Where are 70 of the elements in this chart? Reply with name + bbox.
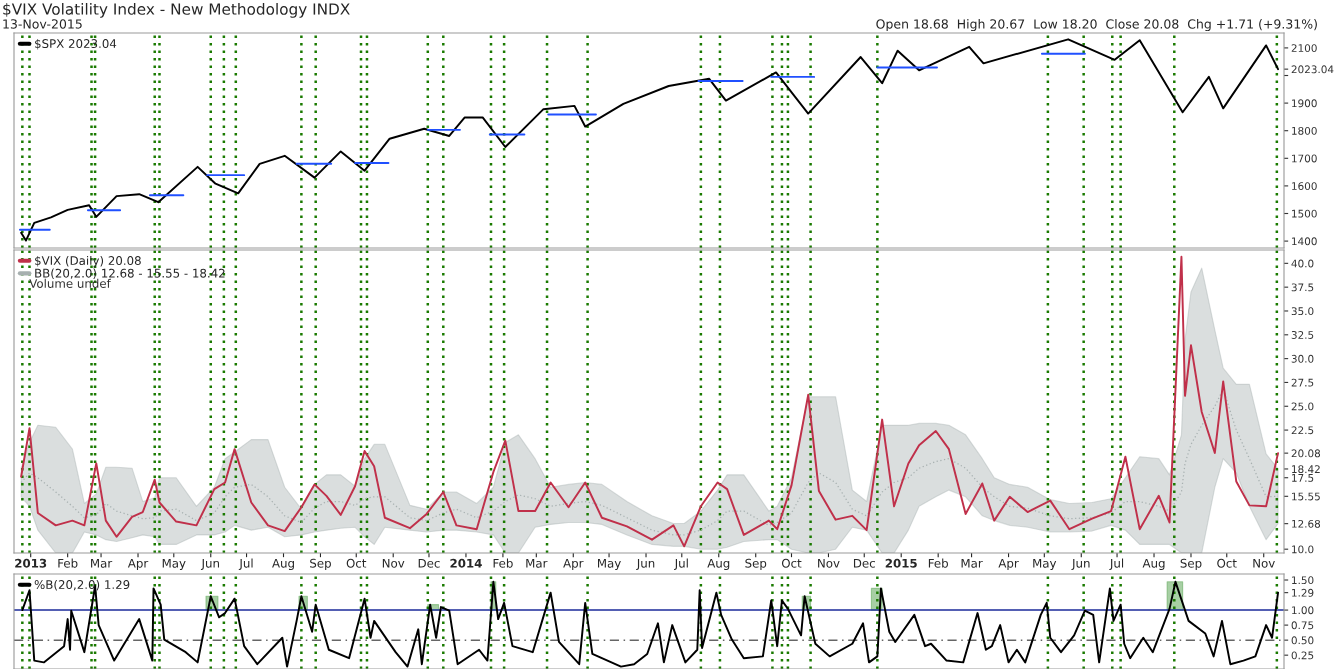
y-tick-label: 35.0 xyxy=(1291,307,1314,316)
y-tick-label: 40.0 xyxy=(1291,259,1314,268)
y-tick-label: 1800 xyxy=(1292,126,1317,135)
y-tick-label: 2023.04 xyxy=(1291,65,1334,74)
x-tick-label: Oct xyxy=(781,558,802,568)
x-tick-label: 2015 xyxy=(885,558,917,568)
y-tick-label: 1.29 xyxy=(1292,588,1314,597)
y-tick-label: 0.25 xyxy=(1291,651,1314,660)
x-tick-label: Feb xyxy=(493,558,513,568)
x-tick-label: May xyxy=(1033,558,1057,570)
x-tick-label: Jun xyxy=(200,558,219,570)
y-tick-label: 18.42 xyxy=(1292,465,1320,474)
y-tick-label: 1400 xyxy=(1292,237,1317,246)
x-tick-label: Oct xyxy=(346,558,367,568)
x-tick-label: Apr xyxy=(563,558,584,570)
y-tick-label: 27.5 xyxy=(1291,378,1314,387)
x-tick-label: Feb xyxy=(928,558,948,568)
y-tick-label: 20.08 xyxy=(1291,449,1321,458)
y-tick-label: 22.5 xyxy=(1291,426,1314,435)
x-tick-label: 2014 xyxy=(450,558,482,568)
legend-label: $SPX 2023.04 xyxy=(35,38,117,50)
y-tick-label: 0.75 xyxy=(1291,621,1314,630)
y-tick-label: 1900 xyxy=(1292,99,1317,108)
y-tick-label: 2100 xyxy=(1291,44,1317,53)
y-tick-label: 1600 xyxy=(1292,182,1317,191)
x-tick-label: Aug xyxy=(272,558,294,570)
x-tick-label: Jul xyxy=(238,558,253,570)
x-tick-label: Nov xyxy=(818,558,840,568)
y-tick-label: 15.55 xyxy=(1292,492,1320,501)
x-tick-label: Jun xyxy=(636,558,655,570)
x-tick-label: Oct xyxy=(1217,558,1237,568)
x-tick-label: Sep xyxy=(745,558,767,570)
x-tick-label: Aug xyxy=(707,558,730,570)
x-tick-label: Apr xyxy=(127,558,149,570)
text: Open 18.68 High 20.67 Low 18.20 Close 20.08 Chg +1.71 (+9.31%) xyxy=(876,19,1317,32)
x-tick-label: 2013 xyxy=(15,558,47,568)
x-tick-label: Mar xyxy=(526,558,548,568)
y-tick-label: 1.00 xyxy=(1292,606,1314,615)
y-tick-label: 1.50 xyxy=(1292,576,1314,585)
annotation: Volume undef xyxy=(29,278,111,288)
x-tick-label: Mar xyxy=(961,558,983,568)
x-tick-label: Jul xyxy=(674,558,688,570)
x-tick-label: May xyxy=(162,558,186,570)
x-tick-label: May xyxy=(598,558,621,570)
y-tick-label: 17.5 xyxy=(1292,474,1314,482)
legend-label: $VIX (Daily) 20.08 xyxy=(35,255,141,268)
x-tick-label: Jul xyxy=(1109,558,1124,570)
y-tick-label: 1500 xyxy=(1292,209,1317,218)
x-tick-label: Feb xyxy=(58,558,78,568)
x-tick-label: Sep xyxy=(1180,558,1202,570)
x-tick-label: Mar xyxy=(91,558,113,568)
x-tick-label: Apr xyxy=(998,558,1019,570)
y-tick-label: 12.68 xyxy=(1292,519,1321,528)
text: 13-Nov-2015 xyxy=(3,19,82,29)
y-tick-label: 30.0 xyxy=(1291,354,1314,363)
y-tick-label: 32.5 xyxy=(1291,331,1314,339)
legend-label: %B(20,2.0) 1.29 xyxy=(34,579,130,591)
y-tick-label: 10.0 xyxy=(1292,545,1314,554)
y-tick-label: 37.5 xyxy=(1291,283,1314,292)
x-tick-label: Jun xyxy=(1071,558,1090,570)
chart-title: $VIX Volatility Index - New Methodology INDX xyxy=(3,3,350,18)
x-tick-label: Dec xyxy=(418,558,440,568)
x-tick-label: Dec xyxy=(853,558,875,568)
x-tick-label: Sep xyxy=(310,558,331,570)
y-tick-label: 0.50 xyxy=(1291,636,1314,645)
x-tick-label: Aug xyxy=(1142,558,1165,570)
x-tick-label: Nov xyxy=(1253,558,1275,568)
x-tick-label: Nov xyxy=(382,558,405,568)
y-tick-label: 1700 xyxy=(1292,154,1317,163)
y-tick-label: 25.0 xyxy=(1291,402,1314,411)
